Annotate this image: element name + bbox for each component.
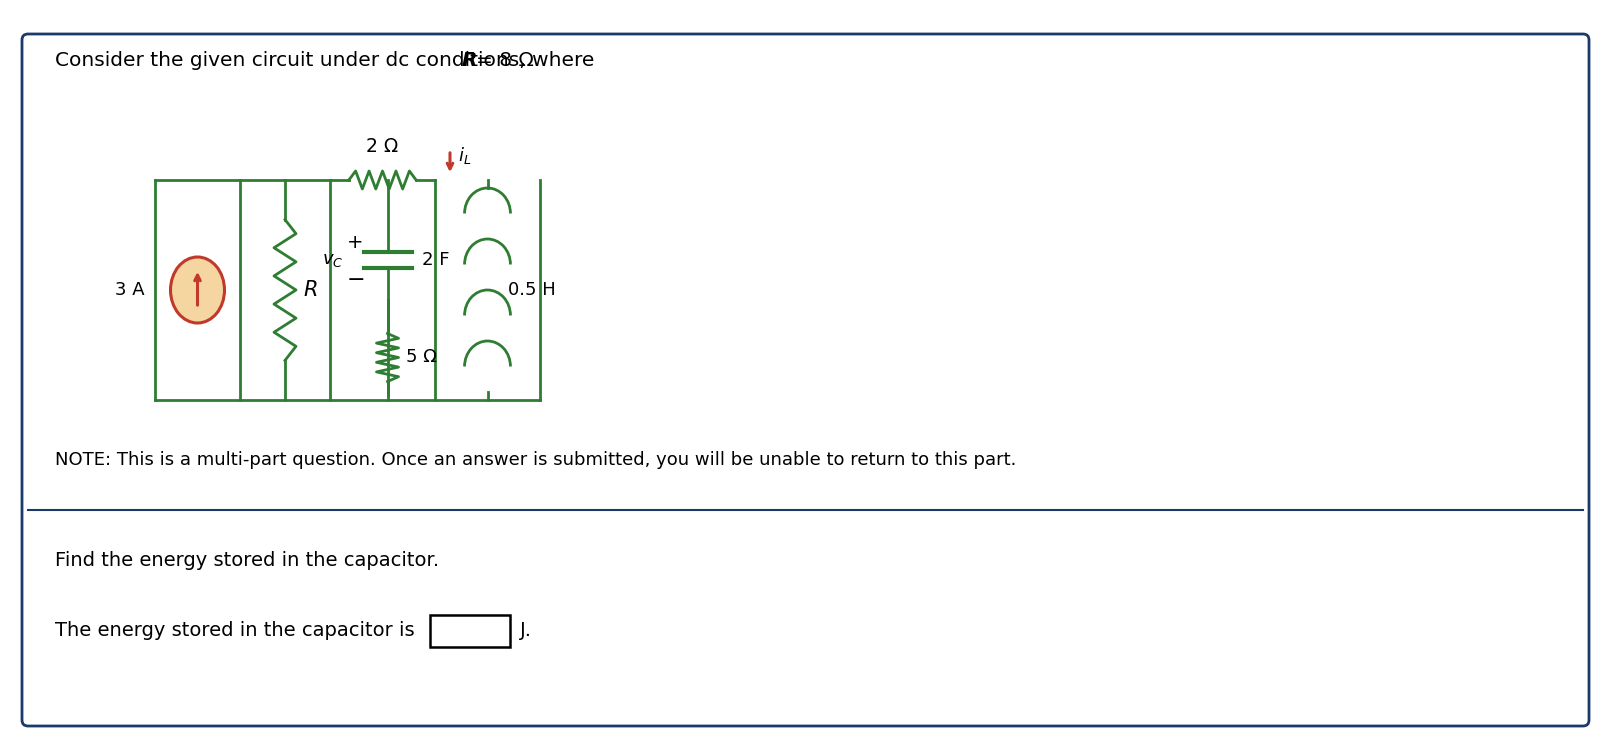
Text: R: R	[463, 50, 477, 70]
Ellipse shape	[171, 257, 224, 323]
Text: NOTE: This is a multi-part question. Once an answer is submitted, you will be un: NOTE: This is a multi-part question. Onc…	[55, 451, 1017, 469]
Text: $v_C$: $v_C$	[322, 251, 343, 269]
Text: = 8 Ω.: = 8 Ω.	[476, 50, 540, 70]
FancyBboxPatch shape	[23, 34, 1589, 726]
Text: +: +	[347, 232, 364, 251]
Text: 5 Ω: 5 Ω	[406, 349, 437, 367]
Text: 2 Ω: 2 Ω	[366, 137, 398, 156]
Text: 3 A: 3 A	[116, 281, 145, 299]
Text: −: −	[347, 270, 364, 290]
Text: J.: J.	[521, 620, 532, 640]
Text: Find the energy stored in the capacitor.: Find the energy stored in the capacitor.	[55, 550, 438, 569]
Text: $R$: $R$	[303, 280, 318, 300]
Text: Consider the given circuit under dc conditions, where: Consider the given circuit under dc cond…	[55, 50, 601, 70]
Text: The energy stored in the capacitor is: The energy stored in the capacitor is	[55, 620, 414, 640]
Text: 2 F: 2 F	[421, 251, 450, 269]
Bar	[430, 615, 509, 647]
Text: $i_L$: $i_L$	[458, 145, 471, 166]
Text: 0.5 H: 0.5 H	[508, 281, 555, 299]
